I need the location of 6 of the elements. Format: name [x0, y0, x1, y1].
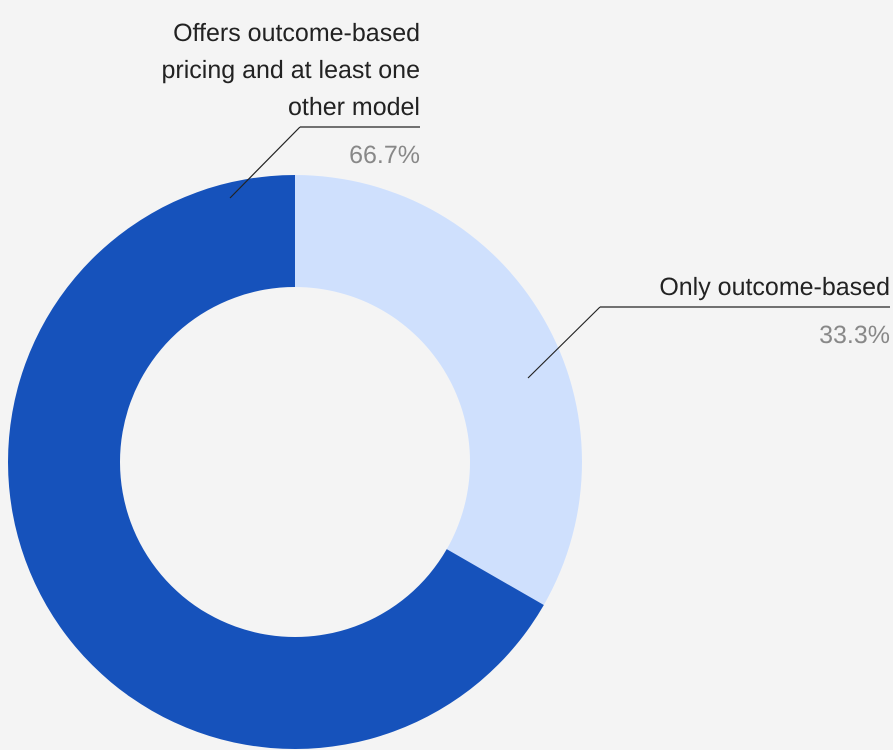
- donut-slice: [295, 175, 582, 605]
- slice-label: Offers outcome-based pricing and at least one other model: [161, 19, 420, 121]
- data-label: 66.7%: [349, 141, 420, 169]
- data-label: 33.3%: [819, 321, 890, 349]
- slice-label: Only outcome-based: [659, 273, 890, 301]
- donut-slice: [8, 175, 544, 749]
